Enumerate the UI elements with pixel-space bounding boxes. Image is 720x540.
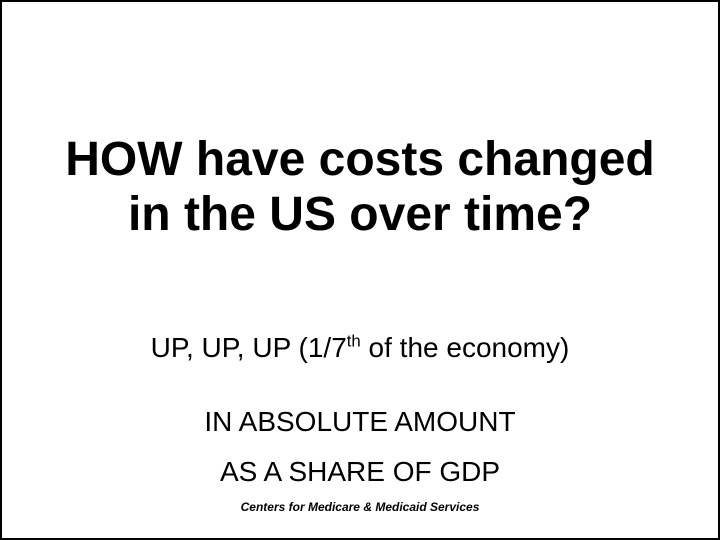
subtitle-1: UP, UP, UP (1/7th of the economy) — [2, 332, 718, 364]
slide-title: HOW have costs changed in the US over ti… — [2, 132, 718, 242]
sub1-post: of the economy) — [361, 332, 570, 363]
title-line2: in the US over time? — [128, 188, 592, 241]
footer-text: Centers for Medicare & Medicaid Services — [2, 500, 718, 514]
subtitle-3: AS A SHARE OF GDP — [2, 456, 718, 488]
title-line1: HOW have costs changed — [65, 133, 654, 186]
sub1-sup: th — [347, 332, 361, 351]
subtitle-2: IN ABSOLUTE AMOUNT — [2, 406, 718, 438]
slide: HOW have costs changed in the US over ti… — [0, 0, 720, 540]
sub1-pre: UP, UP, UP (1/7 — [151, 332, 347, 363]
